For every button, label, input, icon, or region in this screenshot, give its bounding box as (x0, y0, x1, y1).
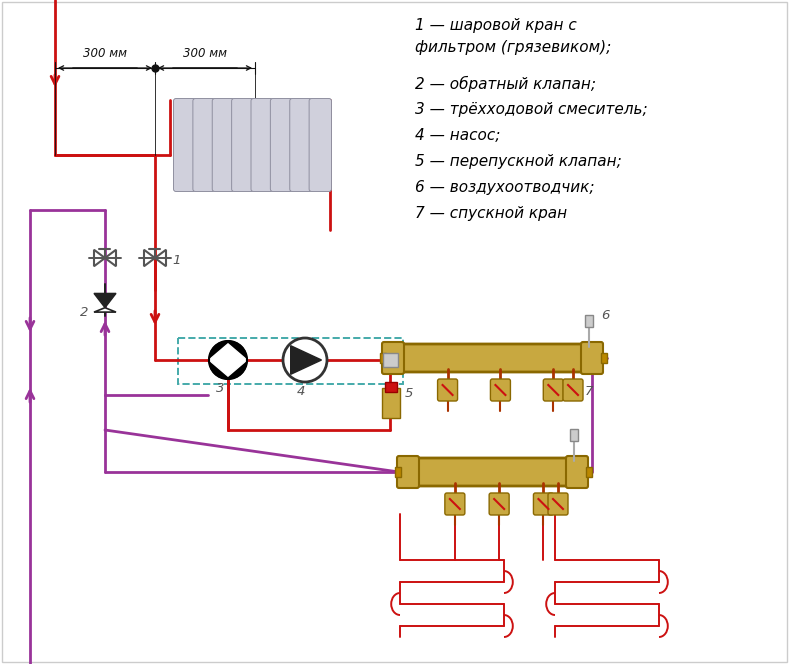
Text: фильтром (грязевиком);: фильтром (грязевиком); (415, 40, 611, 55)
FancyBboxPatch shape (397, 344, 588, 372)
FancyBboxPatch shape (193, 98, 215, 191)
FancyBboxPatch shape (438, 379, 458, 401)
Text: 2 — обратный клапан;: 2 — обратный клапан; (415, 76, 596, 92)
Text: 7 — спускной кран: 7 — спускной кран (415, 206, 567, 221)
Text: 1: 1 (172, 254, 181, 268)
FancyBboxPatch shape (309, 98, 331, 191)
FancyBboxPatch shape (445, 493, 465, 515)
FancyBboxPatch shape (232, 98, 254, 191)
Text: 5: 5 (405, 387, 413, 400)
Text: 6 — воздухоотводчик;: 6 — воздухоотводчик; (415, 180, 594, 195)
FancyBboxPatch shape (566, 456, 588, 488)
FancyBboxPatch shape (290, 98, 312, 191)
Bar (395, 467, 401, 477)
FancyBboxPatch shape (212, 98, 234, 191)
Text: 300 мм: 300 мм (83, 47, 127, 60)
Text: 3: 3 (216, 382, 224, 395)
Text: 1 — шаровой кран с: 1 — шаровой кран с (415, 18, 577, 33)
FancyBboxPatch shape (251, 98, 273, 191)
FancyBboxPatch shape (489, 493, 509, 515)
Text: 4 — насос;: 4 — насос; (415, 128, 500, 143)
Bar (601, 353, 607, 363)
FancyBboxPatch shape (548, 493, 568, 515)
Text: 6: 6 (601, 309, 609, 322)
FancyBboxPatch shape (581, 342, 603, 374)
FancyBboxPatch shape (271, 98, 293, 191)
Circle shape (209, 341, 247, 379)
Bar (178, 338, 403, 384)
FancyBboxPatch shape (397, 456, 419, 488)
Bar (383, 353, 398, 367)
FancyBboxPatch shape (174, 98, 196, 191)
Text: 7: 7 (585, 385, 593, 398)
Bar (586, 467, 592, 477)
Polygon shape (94, 307, 116, 312)
Bar (570, 429, 578, 441)
Ellipse shape (283, 338, 327, 382)
FancyBboxPatch shape (412, 458, 573, 486)
Bar (380, 353, 386, 363)
Text: 3 — трёхходовой смеситель;: 3 — трёхходовой смеситель; (415, 102, 648, 117)
Text: 2: 2 (80, 305, 88, 319)
FancyBboxPatch shape (491, 379, 510, 401)
FancyBboxPatch shape (563, 379, 583, 401)
Bar (382, 388, 400, 418)
Text: 4: 4 (297, 385, 305, 398)
Bar (385, 382, 397, 392)
FancyBboxPatch shape (533, 493, 553, 515)
Polygon shape (290, 346, 321, 374)
Text: 5 — перепускной клапан;: 5 — перепускной клапан; (415, 154, 622, 169)
FancyBboxPatch shape (382, 342, 404, 374)
Bar (585, 315, 593, 327)
FancyBboxPatch shape (544, 379, 563, 401)
Polygon shape (209, 344, 247, 376)
Polygon shape (94, 293, 116, 307)
Text: 300 мм: 300 мм (183, 47, 227, 60)
